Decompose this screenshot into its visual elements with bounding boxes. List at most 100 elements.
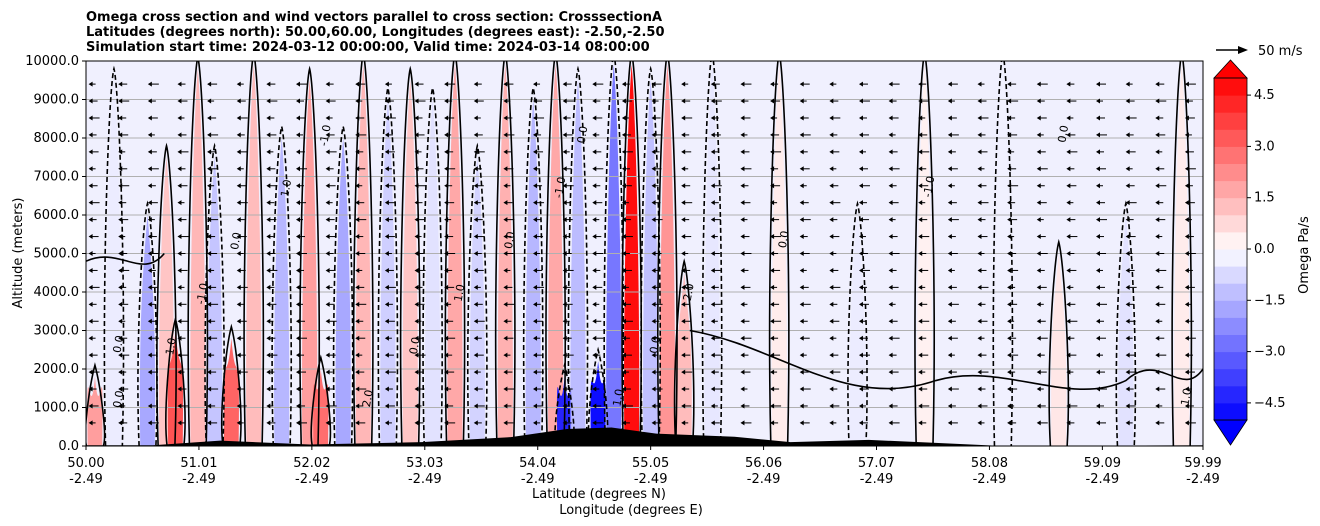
wind-vector-head bbox=[918, 132, 923, 138]
wind-vector-head bbox=[533, 369, 538, 375]
wind-vector-head bbox=[236, 301, 241, 307]
wind-vector-head bbox=[918, 318, 923, 324]
wind-vector-head bbox=[977, 284, 982, 290]
wind-vector-head bbox=[858, 166, 863, 172]
wind-vector-head bbox=[592, 318, 597, 324]
wind-vector-head bbox=[533, 200, 538, 206]
wind-vector-head bbox=[770, 369, 775, 375]
wind-vector-head bbox=[118, 420, 123, 426]
omega-band bbox=[624, 64, 640, 446]
wind-vector-head bbox=[1125, 132, 1130, 138]
wind-vector-head bbox=[296, 251, 301, 256]
wind-vector-head bbox=[1184, 318, 1189, 324]
wind-vector-head bbox=[681, 115, 686, 121]
wind-vector-head bbox=[592, 200, 597, 206]
wind-vector-head bbox=[88, 403, 93, 409]
wind-vector-head bbox=[1184, 301, 1189, 307]
contour-line bbox=[1171, 61, 1193, 446]
colorbar-level bbox=[1214, 112, 1247, 130]
wind-vector-head bbox=[118, 115, 123, 121]
wind-vector-head bbox=[799, 132, 804, 138]
wind-vector-head bbox=[207, 301, 212, 307]
wind-vector-head bbox=[118, 386, 123, 392]
wind-vector-head bbox=[799, 200, 804, 206]
wind-vector-head bbox=[562, 217, 567, 223]
wind-vector-head bbox=[207, 166, 212, 172]
wind-vector-head bbox=[1007, 267, 1012, 273]
wind-vector-head bbox=[414, 386, 419, 392]
wind-vector-head bbox=[888, 352, 893, 358]
chart-title-line-1: Omega cross section and wind vectors par… bbox=[86, 10, 663, 25]
wind-vector-head bbox=[533, 284, 538, 290]
colorbar-level bbox=[1214, 249, 1247, 267]
wind-vector-head bbox=[414, 403, 419, 409]
wind-vector-head bbox=[444, 98, 449, 104]
wind-vector-head bbox=[1184, 420, 1189, 426]
wind-vector-head bbox=[236, 217, 241, 223]
wind-vector-head bbox=[355, 132, 360, 138]
wind-vector-head bbox=[414, 267, 419, 273]
wind-vector-head bbox=[681, 318, 686, 324]
wind-vector-head bbox=[1184, 403, 1189, 409]
wind-vector-head bbox=[473, 98, 478, 104]
wind-vector-head bbox=[414, 234, 419, 240]
wind-vector-head bbox=[118, 234, 123, 240]
wind-vector-head bbox=[770, 352, 775, 358]
wind-vector-head bbox=[325, 234, 330, 240]
wind-vector-head bbox=[829, 420, 834, 426]
wind-vector-head bbox=[177, 149, 182, 155]
contour-label: 0.0 bbox=[111, 334, 127, 353]
contour-line bbox=[587, 346, 609, 446]
wind-vector-head bbox=[858, 369, 863, 375]
x-tick-label-lon: -2.49 bbox=[69, 472, 103, 487]
x-tick-label-lat: 51.01 bbox=[180, 456, 217, 471]
wind-vector-head bbox=[1066, 335, 1071, 341]
wind-vector-head bbox=[1066, 251, 1071, 256]
wind-vector-head bbox=[799, 352, 804, 358]
wind-vector-head bbox=[651, 420, 656, 426]
wind-vector-head bbox=[651, 217, 656, 223]
wind-vector-head bbox=[799, 267, 804, 273]
wind-vector-head bbox=[147, 386, 152, 392]
wind-vector-head bbox=[414, 149, 419, 155]
wind-vector-head bbox=[207, 318, 212, 324]
wind-vector-head bbox=[414, 284, 419, 290]
contour-line bbox=[673, 258, 695, 446]
x-tick-label-lat: 55.05 bbox=[632, 456, 669, 471]
contour-line bbox=[103, 65, 125, 446]
wind-vector-head bbox=[829, 81, 834, 87]
wind-vector-head bbox=[770, 98, 775, 104]
wind-vector-head bbox=[444, 386, 449, 392]
wind-vector-head bbox=[592, 81, 597, 87]
contour-line bbox=[640, 65, 662, 446]
wind-vector-head bbox=[473, 217, 478, 223]
colorbar-level bbox=[1214, 283, 1247, 301]
wind-vector-head bbox=[325, 301, 330, 307]
wind-vector-head bbox=[770, 166, 775, 172]
wind-vector-head bbox=[562, 267, 567, 273]
wind-vector-head bbox=[770, 132, 775, 138]
wind-vector-head bbox=[681, 132, 686, 138]
wind-vector-head bbox=[473, 115, 478, 121]
wind-vector-head bbox=[977, 267, 982, 273]
wind-vector-head bbox=[384, 132, 389, 138]
colorbar-tick-label: −4.5 bbox=[1254, 396, 1286, 411]
wind-vector-head bbox=[621, 301, 626, 307]
wind-vector-head bbox=[266, 115, 271, 121]
wind-vector-head bbox=[977, 166, 982, 172]
contour-label: 0.0 bbox=[111, 389, 127, 408]
wind-vector-head bbox=[888, 403, 893, 409]
wind-vector-head bbox=[977, 183, 982, 189]
wind-vector-head bbox=[621, 403, 626, 409]
wind-vector-head bbox=[858, 81, 863, 87]
quiver-key-arrow-head bbox=[1238, 46, 1248, 54]
wind-vector-head bbox=[651, 267, 656, 273]
wind-vector-head bbox=[710, 132, 715, 138]
wind-vector-head bbox=[1096, 369, 1101, 375]
wind-vector-head bbox=[147, 352, 152, 358]
wind-vector-head bbox=[236, 234, 241, 240]
x-axis: 50.00-2.4951.01-2.4952.02-2.4953.03-2.49… bbox=[67, 446, 1222, 487]
wind-vector-head bbox=[770, 318, 775, 324]
wind-vector-head bbox=[1036, 386, 1041, 392]
colorbar-level bbox=[1214, 129, 1247, 147]
